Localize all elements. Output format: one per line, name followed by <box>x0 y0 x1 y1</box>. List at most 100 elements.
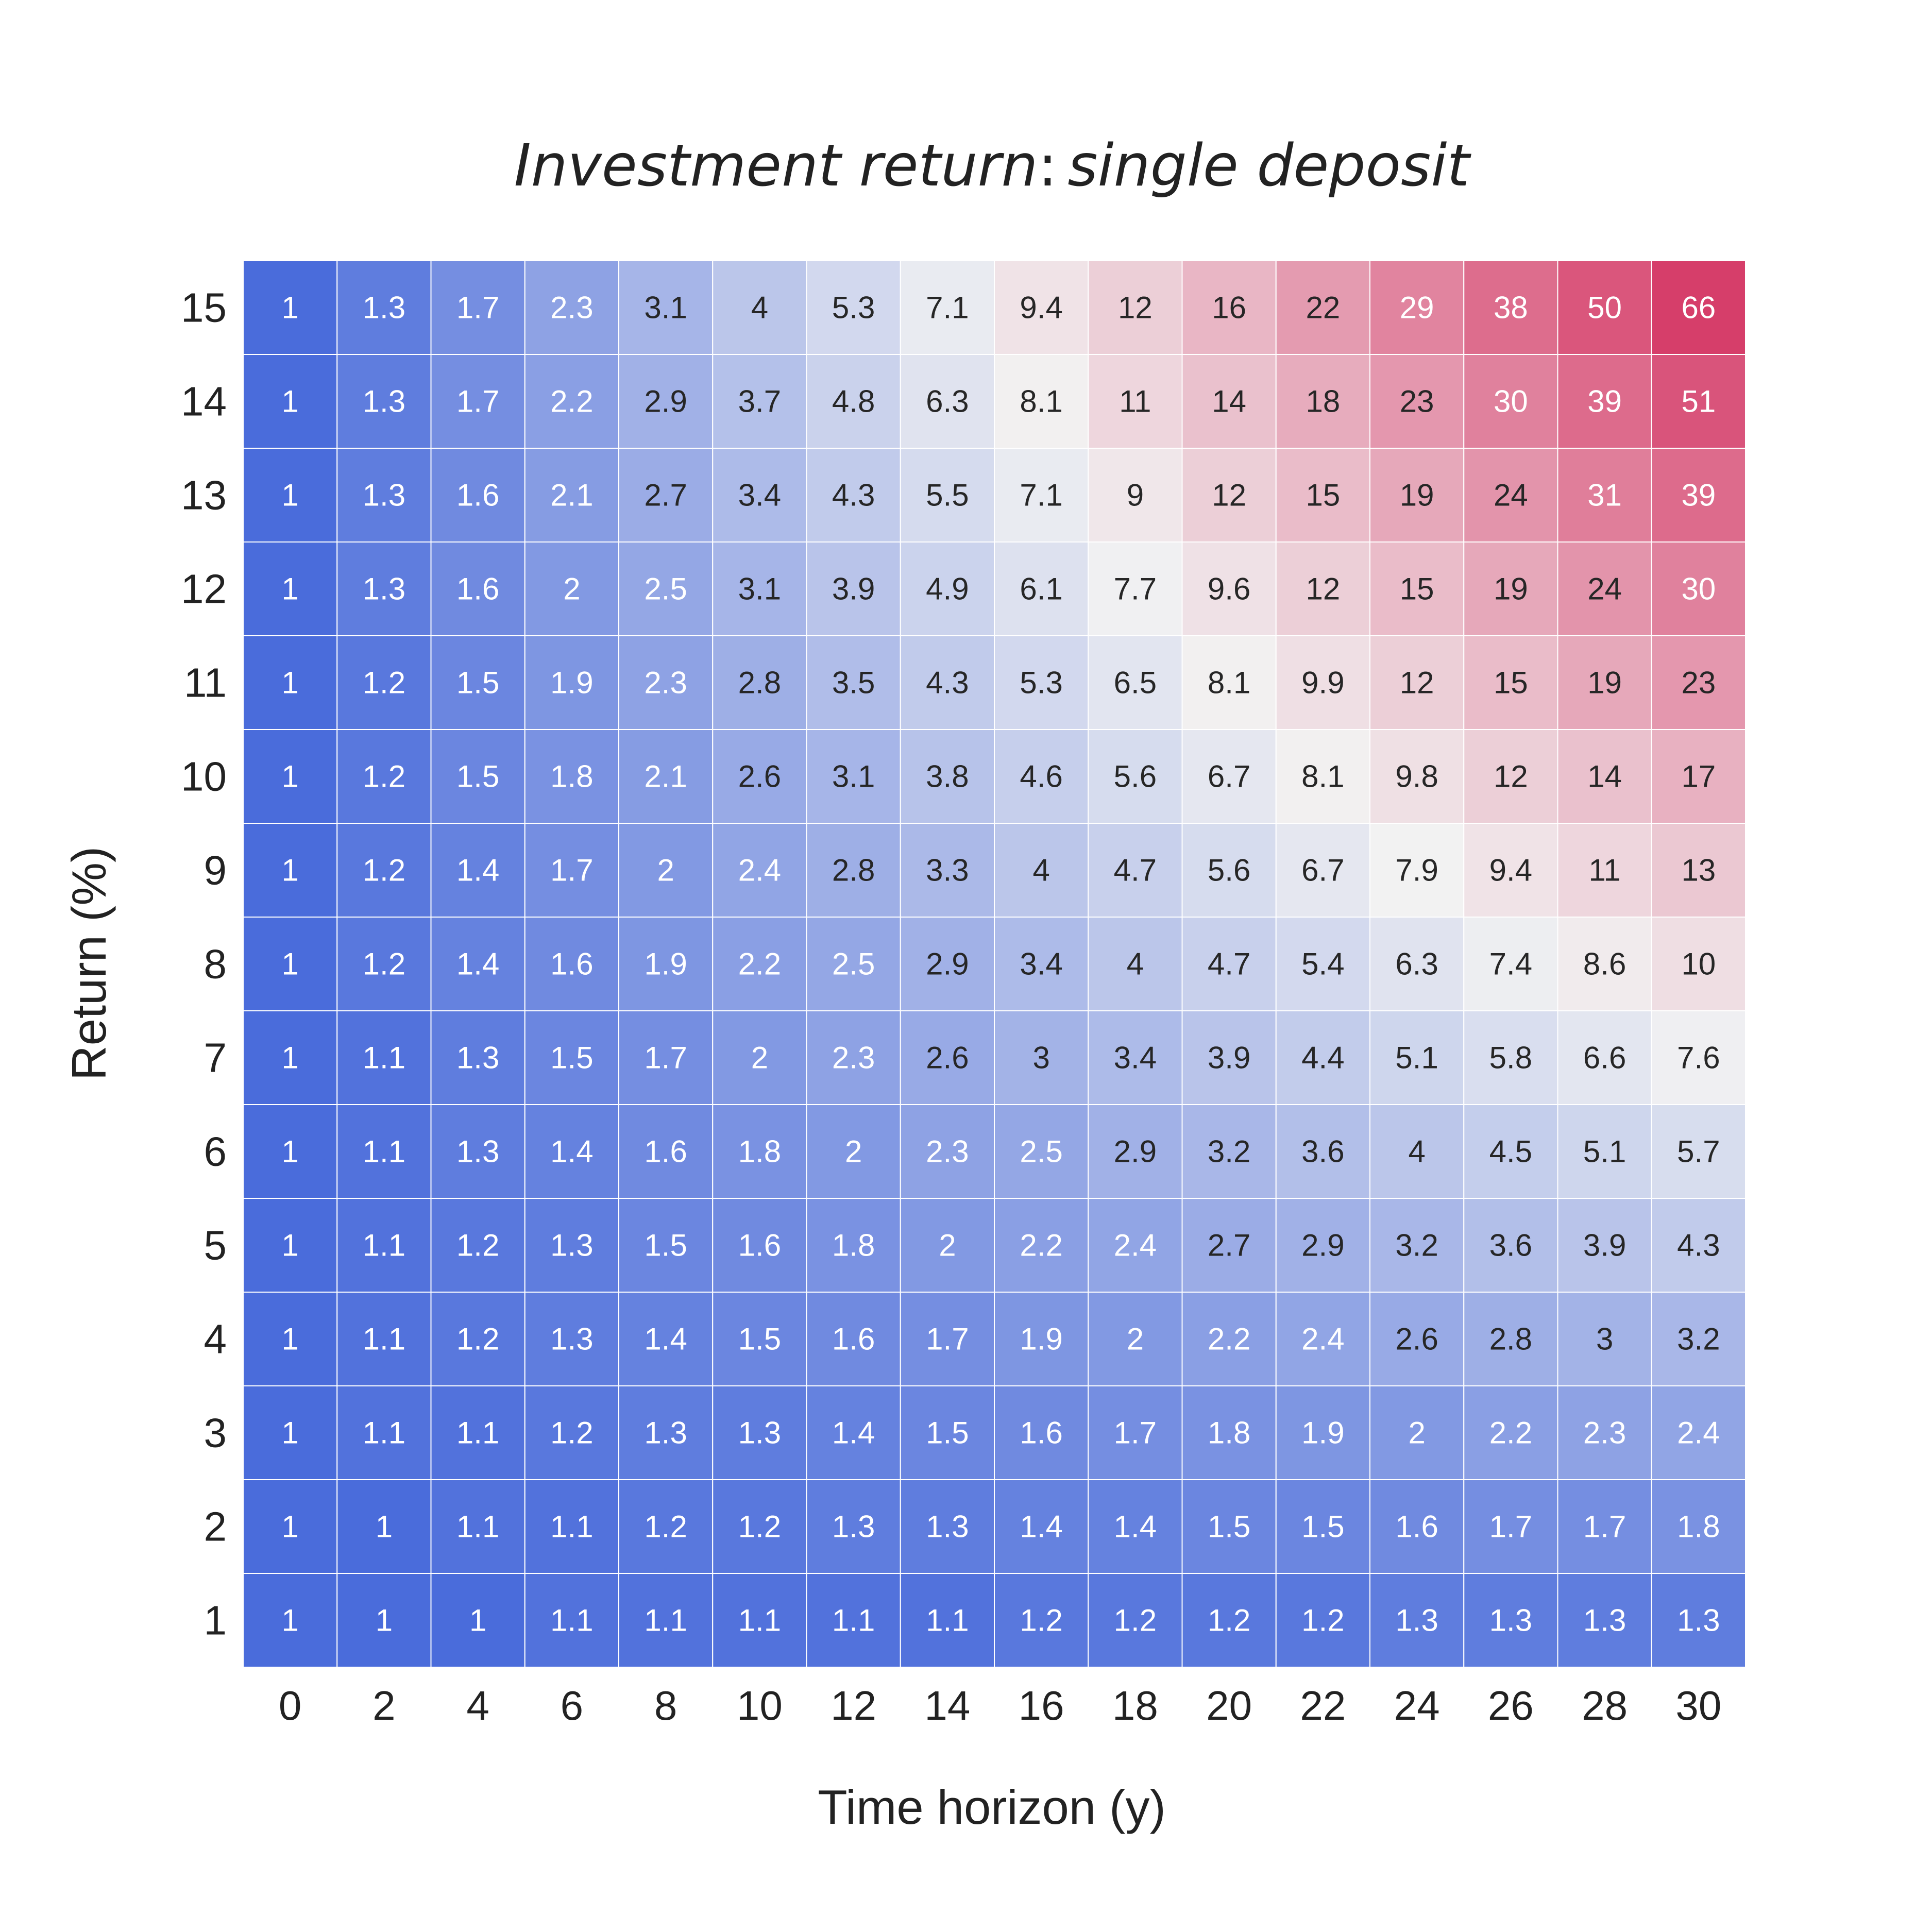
cell-value-label: 1 <box>469 1603 486 1638</box>
x-tick-label: 0 <box>279 1683 302 1728</box>
cell-value-label: 3.1 <box>644 291 687 325</box>
heatmap-cell <box>1088 1573 1183 1668</box>
cell-value-label: 5.8 <box>1489 1041 1532 1075</box>
cell-value-label: 2 <box>563 572 580 606</box>
heatmap-cell <box>336 354 432 449</box>
heatmap-cell <box>1651 1104 1746 1199</box>
heatmap-cell <box>1557 917 1652 1011</box>
heatmap-cell <box>994 541 1089 636</box>
cell-value-label: 1.3 <box>1395 1603 1438 1638</box>
cell-value-label: 23 <box>1400 384 1434 419</box>
heatmap-cell <box>994 823 1089 918</box>
cell-value-label: 3.4 <box>1114 1041 1157 1075</box>
cell-value-label: 1.1 <box>644 1603 687 1638</box>
cell-value-label: 2.8 <box>1489 1322 1532 1357</box>
cell-value-label: 5.6 <box>1114 759 1157 794</box>
heatmap-cell <box>994 729 1089 824</box>
heatmap-cell <box>243 354 338 449</box>
cell-value-label: 1.3 <box>363 572 405 606</box>
cell-value-label: 1.5 <box>738 1322 781 1357</box>
cell-value-label: 31 <box>1587 478 1622 513</box>
cell-value-label: 3.9 <box>832 572 875 606</box>
heatmap-cell <box>1369 1385 1465 1480</box>
cell-value-label: 1 <box>376 1603 393 1638</box>
cell-value-label: 4.5 <box>1489 1134 1532 1169</box>
cell-value-label: 1.4 <box>550 1134 593 1169</box>
heatmap-cell <box>1275 729 1370 824</box>
heatmap-cell <box>1463 1010 1558 1105</box>
heatmap-cell <box>806 1198 901 1293</box>
cell-value-label: 2.2 <box>1020 1228 1062 1263</box>
heatmap-cell <box>1181 541 1277 636</box>
heatmap-cell <box>806 729 901 824</box>
heatmap-cell <box>1557 729 1652 824</box>
y-tick-label: 8 <box>204 941 227 987</box>
heatmap-cell <box>618 354 714 449</box>
cell-value-label: 2 <box>1408 1416 1425 1450</box>
cell-value-label: 1.7 <box>550 853 593 888</box>
heatmap-cell <box>1181 354 1277 449</box>
cell-value-label: 3.3 <box>926 853 969 888</box>
heatmap-cell <box>1557 354 1652 449</box>
cell-value-label: 3.4 <box>1020 947 1062 981</box>
heatmap-cell <box>712 1010 807 1105</box>
heatmap-cell <box>1275 1573 1370 1668</box>
cell-value-label: 2.7 <box>1208 1228 1250 1263</box>
x-tick-label: 6 <box>561 1683 584 1728</box>
cell-value-label: 3.2 <box>1208 1134 1250 1169</box>
heatmap-cell <box>336 1104 432 1199</box>
cell-value-label: 1 <box>281 1322 298 1357</box>
heatmap-cell <box>1651 1198 1746 1293</box>
cell-value-label: 1.2 <box>363 947 405 981</box>
heatmap-cell <box>524 1573 619 1668</box>
cell-value-label: 1.1 <box>456 1510 499 1544</box>
heatmap-cell <box>806 448 901 543</box>
cell-value-label: 3.6 <box>1301 1134 1344 1169</box>
cell-value-label: 4.3 <box>1677 1228 1720 1263</box>
cell-value-label: 39 <box>1682 478 1716 513</box>
cell-value-label: 1.1 <box>363 1134 405 1169</box>
cell-value-label: 1.1 <box>363 1041 405 1075</box>
heatmap-cell <box>900 260 995 355</box>
heatmap-cell <box>1275 917 1370 1011</box>
heatmap-cell <box>806 1385 901 1480</box>
cell-value-label: 7.7 <box>1114 572 1157 606</box>
heatmap-cell <box>1181 1292 1277 1386</box>
cell-value-label: 2.5 <box>1020 1134 1062 1169</box>
x-tick-label: 16 <box>1019 1683 1064 1728</box>
heatmap-cell <box>430 260 526 355</box>
heatmap-cell <box>712 823 807 918</box>
cell-value-label: 2.6 <box>1395 1322 1438 1357</box>
title-separator: : <box>1038 132 1057 199</box>
heatmap-cell <box>618 1198 714 1293</box>
heatmap-cell <box>900 635 995 730</box>
cell-value-label: 3.8 <box>926 759 969 794</box>
heatmap-cell <box>806 541 901 636</box>
cell-value-label: 1.7 <box>456 291 499 325</box>
cell-value-label: 1 <box>281 1416 298 1450</box>
heatmap-cell <box>524 1104 619 1199</box>
cell-value-label: 1.9 <box>1301 1416 1344 1450</box>
heatmap-cell <box>1369 541 1465 636</box>
cell-value-label: 9.6 <box>1208 572 1250 606</box>
cell-value-label: 1 <box>281 1041 298 1075</box>
x-tick-label: 20 <box>1206 1683 1252 1728</box>
heatmap-cell <box>1651 1385 1746 1480</box>
cell-value-label: 4.9 <box>926 572 969 606</box>
cell-value-label: 4.6 <box>1020 759 1062 794</box>
heatmap-cell <box>243 1573 338 1668</box>
cell-value-label: 1.2 <box>738 1510 781 1544</box>
heatmap-cell <box>1557 1479 1652 1574</box>
cell-value-label: 12 <box>1212 478 1246 513</box>
cell-value-label: 4 <box>1408 1134 1425 1169</box>
cell-value-label: 1.4 <box>1114 1510 1157 1544</box>
x-tick-label: 4 <box>466 1683 489 1728</box>
cell-value-label: 9.8 <box>1395 759 1438 794</box>
cell-value-label: 12 <box>1118 291 1153 325</box>
cell-value-label: 1.7 <box>1114 1416 1157 1450</box>
cell-value-label: 16 <box>1212 291 1246 325</box>
cell-value-label: 6.6 <box>1583 1041 1626 1075</box>
heatmap-cell <box>336 635 432 730</box>
cell-value-label: 4.7 <box>1208 947 1250 981</box>
heatmap-cell <box>618 1292 714 1386</box>
